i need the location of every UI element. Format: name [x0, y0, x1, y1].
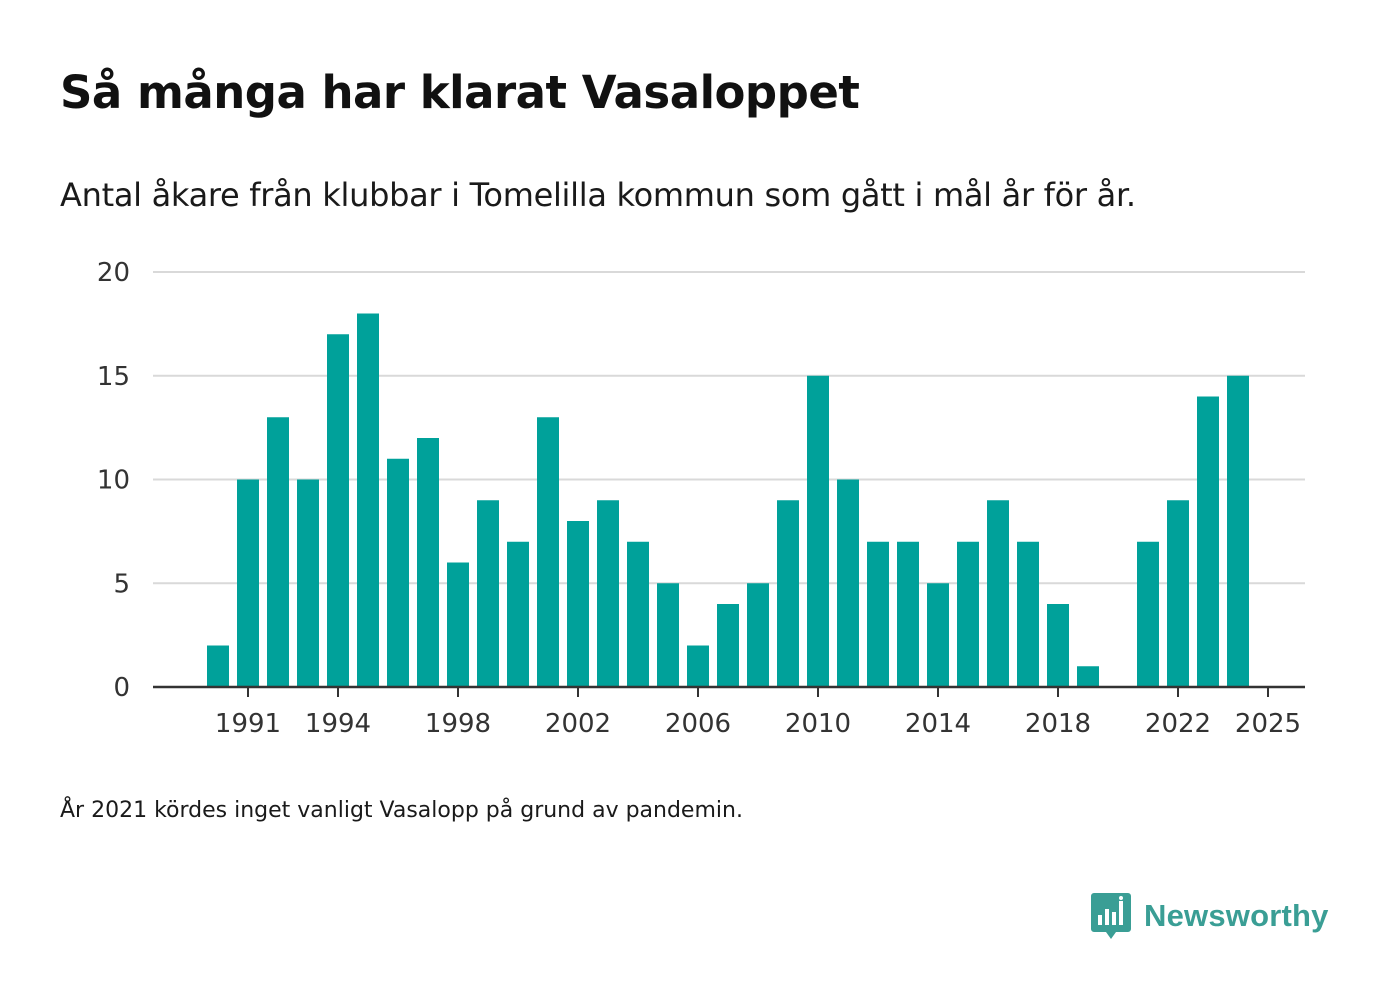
y-tick-label: 15: [97, 362, 130, 392]
bar-2013[interactable]: [897, 541, 919, 687]
bars: [207, 313, 1249, 688]
bar-2012[interactable]: [867, 541, 889, 687]
x-tick-label: 2002: [545, 709, 611, 739]
x-tick-label: 2014: [905, 709, 971, 739]
bar-2018[interactable]: [1047, 604, 1069, 687]
bar-2021[interactable]: [1137, 541, 1159, 687]
x-tick-label: 2010: [785, 709, 851, 739]
x-tick-label: 2022: [1145, 709, 1211, 739]
y-tick-label: 10: [97, 466, 130, 496]
x-tick-label: 1994: [305, 709, 371, 739]
brand-logo[interactable]: Newsworthy: [1090, 890, 1329, 942]
bar-1990[interactable]: [207, 645, 229, 688]
footnote: År 2021 kördes inget vanligt Vasalopp på…: [60, 798, 743, 823]
bar-2016[interactable]: [987, 500, 1009, 687]
chart-title: Så många har klarat Vasaloppet: [60, 66, 860, 119]
y-tick-label: 20: [97, 258, 130, 288]
newsworthy-logo-icon: [1091, 893, 1131, 939]
bar-1995[interactable]: [357, 313, 379, 688]
bar-1999[interactable]: [477, 500, 499, 687]
bar-1998[interactable]: [447, 562, 469, 688]
bar-2011[interactable]: [837, 479, 859, 688]
bar-chart: 0 5 10 15 20 1991 1994 1998 2002 2006 2010 2014 2018…: [97, 258, 1305, 739]
bar-2024[interactable]: [1227, 375, 1249, 687]
bar-2019[interactable]: [1077, 666, 1099, 687]
x-tick-label: 2025: [1235, 709, 1301, 739]
x-tick-label: 1998: [425, 709, 491, 739]
bar-1993[interactable]: [297, 479, 319, 688]
x-tick-label: 1991: [215, 709, 281, 739]
bar-1994[interactable]: [327, 334, 349, 687]
y-tick-label: 5: [113, 569, 130, 599]
x-tick-label: 2006: [665, 709, 731, 739]
bar-1991[interactable]: [237, 479, 259, 688]
bar-2008[interactable]: [747, 583, 769, 687]
bar-2007[interactable]: [717, 604, 739, 687]
bar-2014[interactable]: [927, 583, 949, 687]
bar-2000[interactable]: [507, 541, 529, 687]
bar-1997[interactable]: [417, 438, 439, 687]
axes: 0 5 10 15 20 1991 1994 1998 2002 2006 2010 2014 2018…: [97, 258, 1305, 739]
bar-1992[interactable]: [267, 417, 289, 687]
chart-subtitle: Antal åkare från klubbar i Tomelilla kom…: [60, 176, 1136, 214]
brand-name: Newsworthy: [1144, 898, 1329, 933]
y-tick-label: 0: [113, 673, 130, 703]
bar-2023[interactable]: [1197, 396, 1219, 688]
bar-2004[interactable]: [627, 541, 649, 687]
bar-2006[interactable]: [687, 645, 709, 688]
bar-2009[interactable]: [777, 500, 799, 687]
bar-2010[interactable]: [807, 375, 829, 687]
bar-2022[interactable]: [1167, 500, 1189, 687]
bar-2017[interactable]: [1017, 541, 1039, 687]
bar-2002[interactable]: [567, 521, 589, 687]
x-tick-label: 2018: [1025, 709, 1091, 739]
bar-2001[interactable]: [537, 417, 559, 687]
bar-2003[interactable]: [597, 500, 619, 687]
bar-2015[interactable]: [957, 541, 979, 687]
gridlines: [153, 271, 1305, 585]
bar-1996[interactable]: [387, 458, 409, 687]
bar-2005[interactable]: [657, 583, 679, 687]
